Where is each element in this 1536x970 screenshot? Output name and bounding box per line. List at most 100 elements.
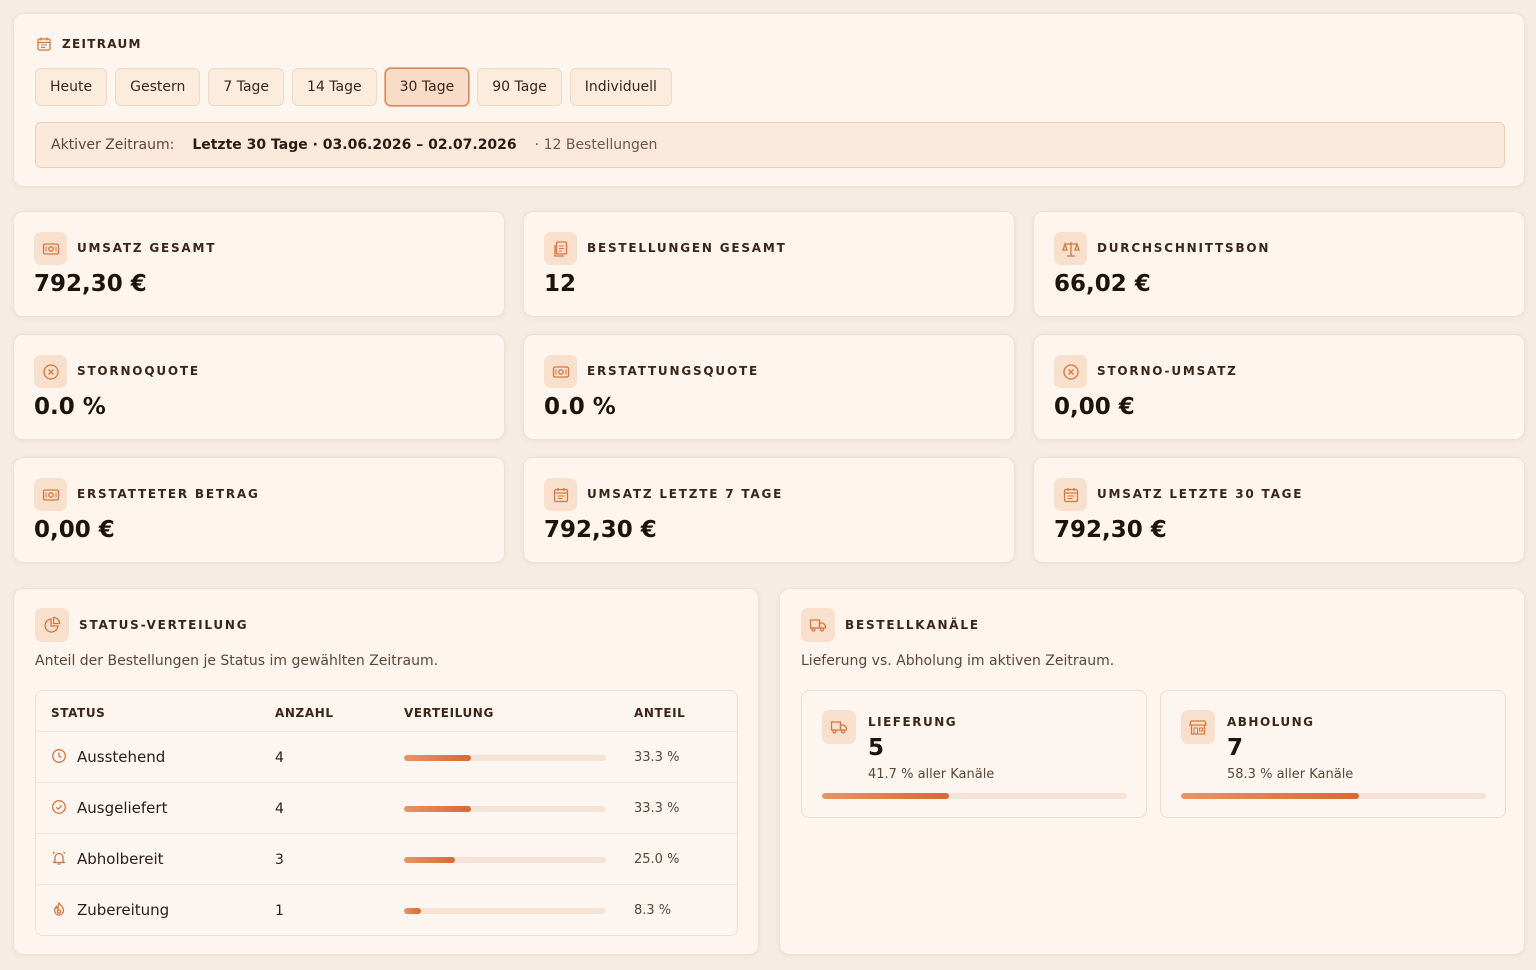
status-name: Abholbereit xyxy=(77,850,164,868)
kpi-bestellungen-gesamt: BESTELLUNGEN GESAMT 12 xyxy=(523,211,1015,317)
channel-card-lieferung: LIEFERUNG 5 41.7 % aller Kanäle xyxy=(801,690,1147,818)
kpi-umsatz-letzte-7-tage: UMSATZ LETZTE 7 TAGE 792,30 € xyxy=(523,457,1015,563)
kpi-label: UMSATZ GESAMT xyxy=(77,241,217,255)
kpi-label: BESTELLUNGEN GESAMT xyxy=(587,241,787,255)
store-icon xyxy=(1181,710,1215,744)
table-row: Ausstehend 4 33.3 % xyxy=(36,731,737,782)
money-icon xyxy=(544,355,577,388)
status-count: 4 xyxy=(275,801,284,817)
calendar-icon xyxy=(36,36,52,52)
chip-14-tage[interactable]: 14 Tage xyxy=(292,68,377,106)
kpi-value: 66,02 € xyxy=(1054,271,1151,297)
scale-icon xyxy=(1054,232,1087,265)
chip-90-tage[interactable]: 90 Tage xyxy=(477,68,562,106)
channel-value: 5 xyxy=(868,735,885,761)
channel-bar xyxy=(822,793,1127,799)
status-count: 4 xyxy=(275,750,284,766)
calendar-icon xyxy=(544,478,577,511)
kpi-value: 792,30 € xyxy=(34,271,147,297)
chip-7-tage[interactable]: 7 Tage xyxy=(208,68,285,106)
kpi-value: 792,30 € xyxy=(1054,517,1167,543)
kpi-value: 0,00 € xyxy=(34,517,115,543)
channel-card-abholung: ABHOLUNG 7 58.3 % aller Kanäle xyxy=(1160,690,1506,818)
money-icon xyxy=(34,478,67,511)
status-count: 1 xyxy=(275,903,284,919)
kpi-umsatz-gesamt: UMSATZ GESAMT 792,30 € xyxy=(13,211,505,317)
status-description: Anteil der Bestellungen je Status im gew… xyxy=(35,653,439,669)
active-period-label: Aktiver Zeitraum: xyxy=(51,137,175,153)
status-name: Ausstehend xyxy=(77,748,166,766)
bell-icon xyxy=(51,850,67,866)
chip-30-tage[interactable]: 30 Tage xyxy=(384,68,470,106)
kpi-label: UMSATZ LETZTE 30 TAGE xyxy=(1097,487,1304,501)
status-percent: 33.3 % xyxy=(634,801,680,816)
status-table: STATUS ANZAHL VERTEILUNG ANTEIL Ausstehe… xyxy=(35,690,738,936)
kpi-stornoquote: STORNOQUOTE 0.0 % xyxy=(13,334,505,440)
channel-label: ABHOLUNG xyxy=(1227,715,1315,729)
pie-chart-icon xyxy=(35,608,69,642)
active-period-count: · 12 Bestellungen xyxy=(534,137,658,153)
distribution-bar-fill xyxy=(404,857,455,863)
channels-description: Lieferung vs. Abholung im aktiven Zeitra… xyxy=(801,653,1115,669)
status-percent: 25.0 % xyxy=(634,852,680,867)
distribution-bar xyxy=(404,755,606,761)
channels-title: BESTELLKANÄLE xyxy=(845,618,980,632)
status-name: Ausgeliefert xyxy=(77,799,168,817)
kpi-erstattungsquote: ERSTATTUNGSQUOTE 0.0 % xyxy=(523,334,1015,440)
channel-share-text: 41.7 % aller Kanäle xyxy=(868,767,995,782)
kpi-erstatteter-betrag: ERSTATTETER BETRAG 0,00 € xyxy=(13,457,505,563)
channel-value: 7 xyxy=(1227,735,1244,761)
active-period-range: Letzte 30 Tage · 03.06.2026 – 02.07.2026 xyxy=(192,137,517,153)
table-row: Zubereitung 1 8.3 % xyxy=(36,884,737,935)
active-period-bar: Aktiver Zeitraum: Letzte 30 Tage · 03.06… xyxy=(35,122,1505,168)
order-channels-panel: BESTELLKANÄLE Lieferung vs. Abholung im … xyxy=(779,588,1525,955)
period-title: ZEITRAUM xyxy=(62,37,142,51)
check-circle-icon xyxy=(51,799,67,815)
channel-share-text: 58.3 % aller Kanäle xyxy=(1227,767,1354,782)
status-title: STATUS-VERTEILUNG xyxy=(79,618,249,632)
column-header-anteil: ANTEIL xyxy=(634,706,686,720)
chip-gestern[interactable]: Gestern xyxy=(115,68,201,106)
kpi-label: DURCHSCHNITTSBON xyxy=(1097,241,1271,255)
kpi-value: 0.0 % xyxy=(544,394,616,420)
status-percent: 8.3 % xyxy=(634,903,672,918)
channel-bar-fill xyxy=(822,793,950,799)
channel-label: LIEFERUNG xyxy=(868,715,958,729)
kpi-label: STORNOQUOTE xyxy=(77,364,200,378)
status-name: Zubereitung xyxy=(77,901,170,919)
column-header-verteilung: VERTEILUNG xyxy=(404,706,494,720)
chip-heute[interactable]: Heute xyxy=(35,68,108,106)
distribution-bar xyxy=(404,908,606,914)
kpi-value: 792,30 € xyxy=(544,517,657,543)
money-icon xyxy=(34,232,67,265)
distribution-bar xyxy=(404,857,606,863)
status-distribution-panel: STATUS-VERTEILUNG Anteil der Bestellunge… xyxy=(13,588,759,955)
column-header-anzahl: ANZAHL xyxy=(275,706,334,720)
distribution-bar-fill xyxy=(404,755,472,761)
table-row: Abholbereit 3 25.0 % xyxy=(36,833,737,884)
period-chips: Heute Gestern 7 Tage 14 Tage 30 Tage 90 … xyxy=(35,68,672,106)
kpi-value: 0.0 % xyxy=(34,394,106,420)
kpi-label: UMSATZ LETZTE 7 TAGE xyxy=(587,487,784,501)
table-row: Ausgeliefert 4 33.3 % xyxy=(36,782,737,833)
orders-icon xyxy=(544,232,577,265)
channel-bar xyxy=(1181,793,1486,799)
calendar-icon xyxy=(1054,478,1087,511)
kpi-label: ERSTATTUNGSQUOTE xyxy=(587,364,759,378)
kpi-label: STORNO-UMSATZ xyxy=(1097,364,1238,378)
flame-icon xyxy=(51,901,67,917)
cancel-circle-icon xyxy=(34,355,67,388)
truck-icon xyxy=(801,608,835,642)
channel-bar-fill xyxy=(1181,793,1359,799)
kpi-value: 0,00 € xyxy=(1054,394,1135,420)
distribution-bar-fill xyxy=(404,806,472,812)
distribution-bar xyxy=(404,806,606,812)
clock-icon xyxy=(51,748,67,764)
chip-individuell[interactable]: Individuell xyxy=(569,68,672,106)
kpi-value: 12 xyxy=(544,271,577,297)
cancel-circle-icon xyxy=(1054,355,1087,388)
kpi-durchschnittsbon: DURCHSCHNITTSBON 66,02 € xyxy=(1033,211,1525,317)
truck-icon xyxy=(822,710,856,744)
kpi-label: ERSTATTETER BETRAG xyxy=(77,487,260,501)
distribution-bar-fill xyxy=(404,908,421,914)
